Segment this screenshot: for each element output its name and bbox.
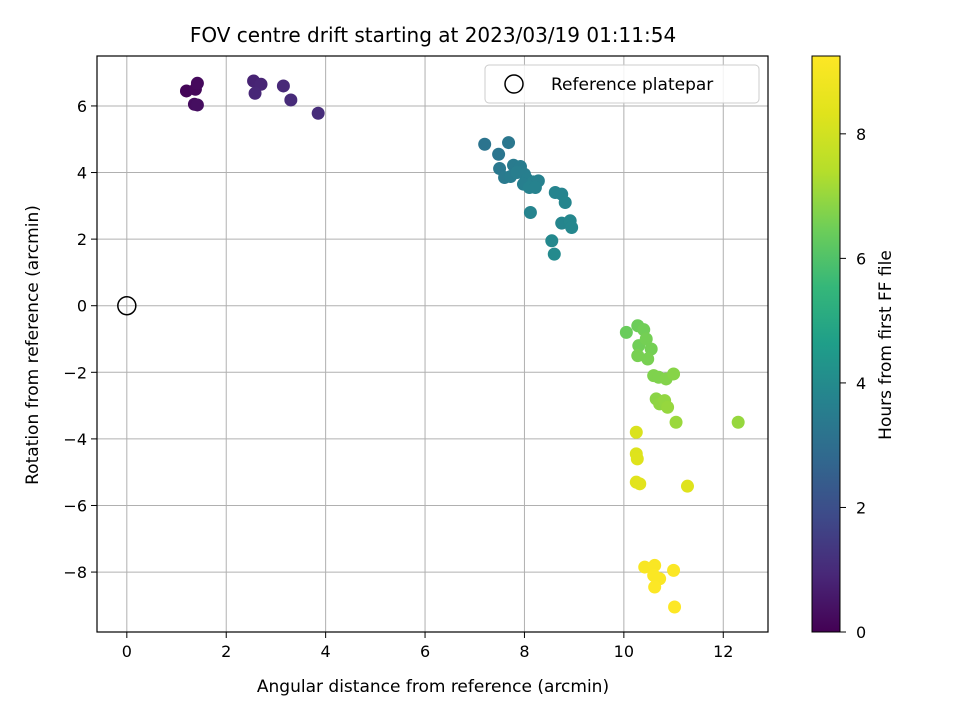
data-point [528, 181, 542, 195]
legend-box [484, 64, 760, 104]
data-point [667, 563, 681, 577]
colorbar-tick-label: 8 [856, 125, 866, 144]
x-tick-label: 2 [221, 642, 231, 661]
legend-entry-reference: Reference platepar [551, 75, 713, 95]
data-point [638, 560, 652, 574]
data-point [648, 580, 662, 594]
y-axis-label: Rotation from reference (arcmin) [23, 205, 43, 485]
x-tick-label: 0 [122, 642, 132, 661]
y-tick-label: −6 [63, 496, 87, 515]
data-point [731, 415, 745, 429]
x-tick-label: 8 [519, 642, 529, 661]
x-axis-ticks: 0 2 4 6 8 10 12 [122, 632, 733, 661]
legend-marker-icon [504, 74, 524, 94]
y-tick-label: −2 [63, 363, 87, 382]
data-point [629, 425, 643, 439]
data-point [565, 220, 579, 234]
plot-frame [96, 55, 769, 633]
colorbar-ticks: 0 2 4 6 8 [840, 125, 866, 642]
data-points [179, 74, 745, 614]
colorbar: 0 2 4 6 8 Hours from first FF file [811, 55, 896, 642]
y-tick-label: 0 [77, 297, 87, 316]
x-tick-label: 12 [713, 642, 733, 661]
colorbar-tick-label: 4 [856, 374, 866, 393]
data-point [558, 195, 572, 209]
y-axis-ticks: −8 −6 −4 −2 0 2 4 6 [63, 97, 97, 582]
data-point [478, 137, 492, 151]
data-point [284, 93, 298, 107]
colorbar-gradient [811, 55, 841, 633]
data-point [648, 558, 662, 572]
data-point [667, 367, 681, 381]
y-tick-label: 6 [77, 97, 87, 116]
chart-title: FOV centre drift starting at 2023/03/19 … [190, 23, 676, 47]
data-point [523, 205, 537, 219]
y-tick-label: 4 [77, 164, 87, 183]
data-point [190, 98, 204, 112]
data-point [311, 106, 325, 120]
colorbar-tick-label: 0 [856, 623, 866, 642]
grid [97, 56, 768, 632]
data-point [545, 234, 559, 248]
data-point [619, 325, 633, 339]
data-point [641, 352, 655, 366]
x-tick-label: 4 [321, 642, 331, 661]
data-point [680, 479, 694, 493]
data-point [547, 247, 561, 261]
data-point [630, 452, 644, 466]
x-tick-label: 10 [614, 642, 634, 661]
data-point [502, 136, 516, 150]
data-point [639, 332, 653, 346]
data-point [492, 147, 506, 161]
data-point [668, 600, 682, 614]
x-axis-label: Angular distance from reference (arcmin) [257, 677, 609, 697]
data-point [661, 400, 675, 414]
reference-point-marker [117, 295, 137, 316]
y-tick-label: −8 [63, 563, 87, 582]
y-tick-label: −4 [63, 430, 87, 449]
colorbar-label: Hours from first FF file [876, 250, 896, 440]
data-point [633, 477, 647, 491]
colorbar-tick-label: 6 [856, 249, 866, 268]
legend: Reference platepar [484, 64, 760, 104]
data-point [669, 415, 683, 429]
x-tick-label: 6 [420, 642, 430, 661]
data-point [190, 76, 204, 90]
y-tick-label: 2 [77, 230, 87, 249]
data-point [248, 86, 262, 100]
data-point [631, 349, 645, 363]
data-point [644, 342, 658, 356]
data-point [276, 79, 290, 93]
colorbar-tick-label: 2 [856, 498, 866, 517]
